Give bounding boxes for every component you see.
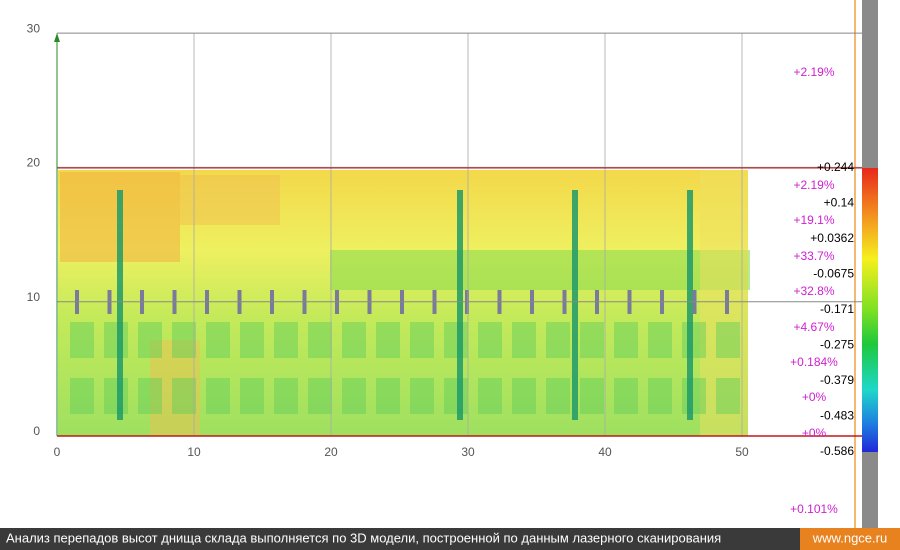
floor-block — [274, 378, 298, 414]
y-tick-label: 0 — [33, 424, 40, 438]
scale-label: -0.586 — [820, 444, 854, 458]
floor-block — [342, 322, 366, 358]
floor-block — [410, 378, 434, 414]
floor-block — [546, 378, 570, 414]
scale-label: -0.0675 — [813, 267, 854, 281]
floor-block — [682, 322, 706, 358]
percent-label: +0% — [802, 426, 827, 440]
scale-label: -0.171 — [820, 302, 854, 316]
floor-block — [614, 378, 638, 414]
x-tick-label: 10 — [187, 445, 201, 459]
floor-block — [274, 322, 298, 358]
floor-block — [138, 378, 162, 414]
floor-block — [206, 322, 230, 358]
floor-block — [172, 378, 196, 414]
scale-label: -0.379 — [820, 373, 854, 387]
scale-label: -0.483 — [820, 409, 854, 423]
floor-block — [240, 322, 264, 358]
floor-block — [546, 322, 570, 358]
floor-block — [410, 322, 434, 358]
y-tick-label: 20 — [27, 156, 41, 170]
percent-label: +0% — [802, 390, 827, 404]
floor-block — [512, 322, 536, 358]
floor-block — [648, 322, 672, 358]
floor-block — [70, 322, 94, 358]
percent-label: +2.19% — [793, 65, 834, 79]
percent-label: +19.1% — [793, 213, 834, 227]
percent-label: +33.7% — [793, 249, 834, 263]
scale-label: +0.0362 — [810, 231, 854, 245]
scale-label: +0.244 — [817, 160, 854, 174]
percent-label: +32.8% — [793, 284, 834, 298]
x-tick-label: 20 — [324, 445, 338, 459]
x-tick-label: 0 — [54, 445, 61, 459]
beam — [117, 190, 123, 420]
floor-block — [70, 378, 94, 414]
x-tick-label: 30 — [461, 445, 475, 459]
floor-block — [376, 378, 400, 414]
floor-block — [240, 378, 264, 414]
percent-label: +4.67% — [793, 320, 834, 334]
y-tick-label: 30 — [27, 21, 41, 35]
site[interactable]: www.ngce.ru — [812, 530, 887, 545]
floor-block — [716, 322, 740, 358]
floor-block — [206, 378, 230, 414]
floor-block — [512, 378, 536, 414]
floor-block — [138, 322, 162, 358]
floor-block — [682, 378, 706, 414]
floor-block — [376, 322, 400, 358]
floor-block — [648, 378, 672, 414]
axis-arrow — [54, 33, 60, 42]
caption-bar — [0, 528, 900, 550]
y-tick-label: 10 — [27, 290, 41, 304]
color-bar — [862, 168, 878, 452]
floor-block — [444, 322, 468, 358]
floor-block — [104, 378, 128, 414]
x-tick-label: 50 — [735, 445, 749, 459]
floor-block — [716, 378, 740, 414]
floor-block — [104, 322, 128, 358]
floor-block — [580, 378, 604, 414]
floor-block — [308, 322, 332, 358]
x-tick-label: 40 — [598, 445, 612, 459]
floor-block — [478, 322, 502, 358]
scale-label: +0.14 — [824, 196, 855, 210]
floor-block — [172, 322, 196, 358]
beam — [457, 190, 463, 420]
floor-block — [444, 378, 468, 414]
floor-block — [478, 378, 502, 414]
floor-block — [614, 322, 638, 358]
floor-block — [308, 378, 332, 414]
scale-label: -0.275 — [820, 338, 854, 352]
beam — [572, 190, 578, 420]
floor-block — [580, 322, 604, 358]
percent-label: +2.19% — [793, 178, 834, 192]
floor-block — [342, 378, 366, 414]
caption: Анализ перепадов высот днища склада выпо… — [6, 530, 721, 545]
beam — [687, 190, 693, 420]
site-box — [800, 528, 900, 550]
percent-label: +0.184% — [790, 355, 838, 369]
percent-label: +0.101% — [790, 502, 838, 516]
